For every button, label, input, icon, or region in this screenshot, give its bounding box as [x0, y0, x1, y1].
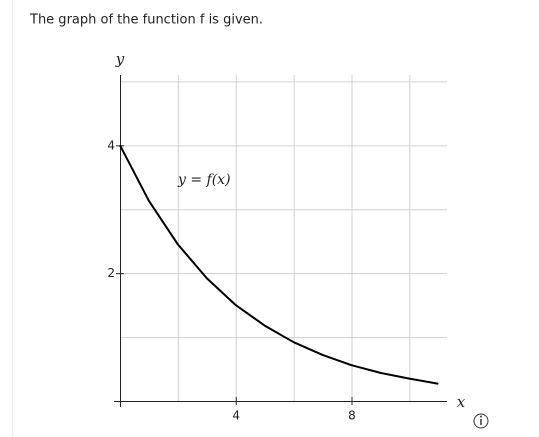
plot: 4 8 2 4 — [107, 75, 447, 423]
curve — [119, 144, 439, 385]
x-axis-label: x — [457, 393, 466, 411]
x-tick-label: 8 — [348, 409, 356, 423]
info-icon[interactable] — [473, 413, 489, 429]
y-axis-label: y — [115, 50, 125, 68]
y-tick-label: 2 — [107, 266, 115, 280]
question-text: The graph of the function f is given. — [29, 13, 263, 28]
curve-annotation: y = f(x) — [177, 172, 231, 188]
x-tick-label: 4 — [232, 409, 240, 423]
y-tick-label: 4 — [107, 138, 115, 152]
